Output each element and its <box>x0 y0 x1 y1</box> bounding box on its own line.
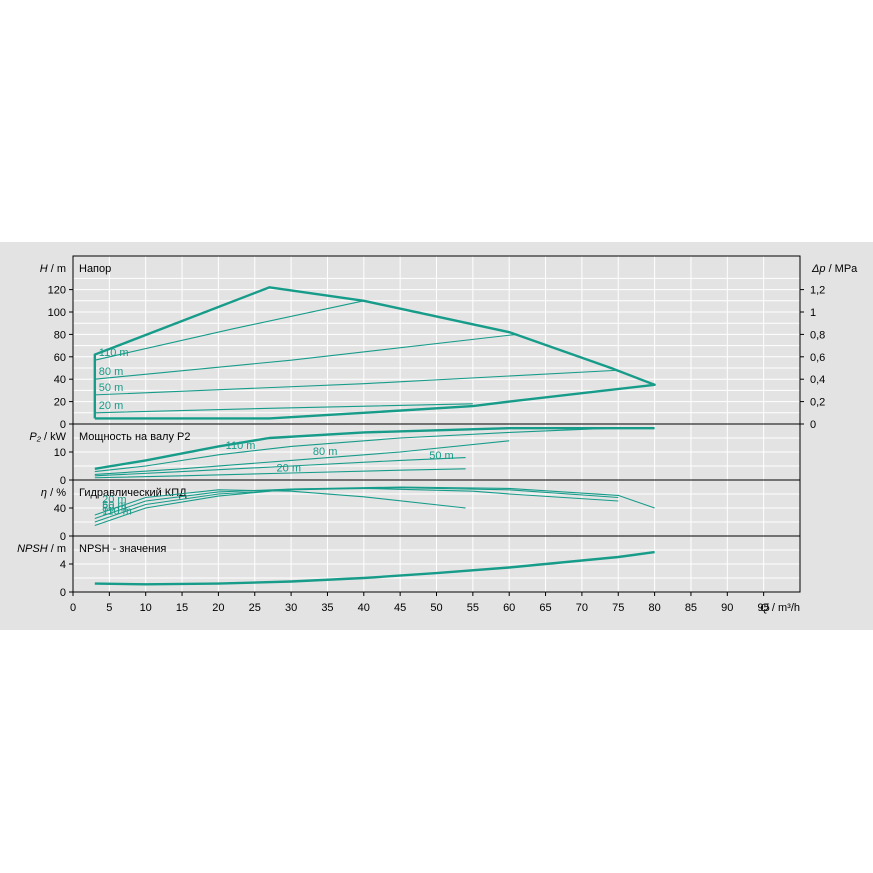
xtick-label: 55 <box>467 602 479 614</box>
right-ytick-label: 0,8 <box>810 329 825 341</box>
right-ytick-label: 1 <box>810 307 816 319</box>
power-series-line <box>94 427 612 473</box>
head-series-line <box>94 300 364 361</box>
power-series-line <box>94 457 466 477</box>
xtick-label: 70 <box>576 602 588 614</box>
efficiency-series-line <box>94 486 655 527</box>
xtick-label: 65 <box>539 602 551 614</box>
efficiency-ytick-label: 0 <box>60 531 66 543</box>
right-ytick-label: 1,2 <box>810 285 825 297</box>
right-ytick-label: 0,6 <box>810 352 825 364</box>
xtick-label: 25 <box>249 602 261 614</box>
xtick-label: 45 <box>394 602 406 614</box>
power-ytick-label: 10 <box>54 447 66 459</box>
npsh-title: NPSH - значения <box>79 543 166 555</box>
head-title: Напор <box>79 263 111 275</box>
efficiency-curve-label: 80 m <box>102 503 126 515</box>
head-ytick-label: 60 <box>54 352 66 364</box>
right-ytick-label: 0,2 <box>810 397 825 409</box>
xtick-label: 75 <box>612 602 624 614</box>
head-ytick-label: 80 <box>54 329 66 341</box>
xtick-label: 15 <box>176 602 188 614</box>
right-ytick-label: 0 <box>810 419 816 431</box>
head-series-line <box>94 369 619 396</box>
power-curve-label: 80 m <box>313 446 337 458</box>
xtick-label: 85 <box>685 602 697 614</box>
xtick-label: 30 <box>285 602 297 614</box>
npsh-ytick-label: 4 <box>60 559 66 571</box>
xtick-label: 60 <box>503 602 515 614</box>
head-ytick-label: 20 <box>54 397 66 409</box>
power-curve-label: 110 m <box>226 440 256 452</box>
head-series-label: 50 m <box>99 382 123 394</box>
xtick-label: 50 <box>430 602 442 614</box>
efficiency-curve-label: 50 m <box>102 500 126 512</box>
efficiency-ylabel: η / % <box>41 487 66 499</box>
xlabel: Q / m³/h <box>760 602 800 614</box>
power-curve-label: 20 m <box>277 463 301 475</box>
head-ytick-label: 100 <box>48 307 66 319</box>
right-ytick-label: 0,4 <box>810 374 825 386</box>
npsh-series-line <box>94 550 655 586</box>
efficiency-curve-label: 20 m <box>102 494 126 506</box>
power-series-line <box>94 468 466 479</box>
xtick-label: 90 <box>721 602 733 614</box>
head-ytick-label: 120 <box>48 285 66 297</box>
power-ylabel: P₂ / kW <box>29 431 66 443</box>
power-series-line <box>94 427 655 470</box>
efficiency-curve-label: 110 m <box>102 505 132 517</box>
head-series-label: 110 m <box>99 347 129 359</box>
xtick-label: 35 <box>321 602 333 614</box>
xtick-label: 80 <box>648 602 660 614</box>
power-ytick-label: 0 <box>60 475 66 487</box>
power-series-line <box>94 440 510 475</box>
xtick-label: 20 <box>212 602 224 614</box>
power-title: Мощность на валу P2 <box>79 431 191 443</box>
xtick-label: 5 <box>106 602 112 614</box>
head-series-line <box>94 333 517 380</box>
xtick-label: 40 <box>358 602 370 614</box>
head-series-label: 80 m <box>99 366 123 378</box>
head-series-line <box>94 403 473 414</box>
efficiency-series-line <box>94 487 619 523</box>
npsh-ytick-label: 0 <box>60 587 66 599</box>
head-envelope <box>93 286 656 420</box>
head-series-label: 20 m <box>99 400 123 412</box>
npsh-ylabel: NPSH / m <box>17 543 66 555</box>
xtick-label: 10 <box>140 602 152 614</box>
xtick-label: 0 <box>70 602 76 614</box>
head-ylabel: H / m <box>40 263 66 275</box>
head-ytick-label: 40 <box>54 374 66 386</box>
xtick-label: 95 <box>758 602 770 614</box>
head-ytick-label: 0 <box>60 419 66 431</box>
power-curve-label: 50 m <box>429 450 453 462</box>
right-ylabel: Δp / MPa <box>811 263 858 275</box>
efficiency-title: Гидравлический КПД <box>79 487 187 499</box>
efficiency-ytick-label: 40 <box>54 503 66 515</box>
